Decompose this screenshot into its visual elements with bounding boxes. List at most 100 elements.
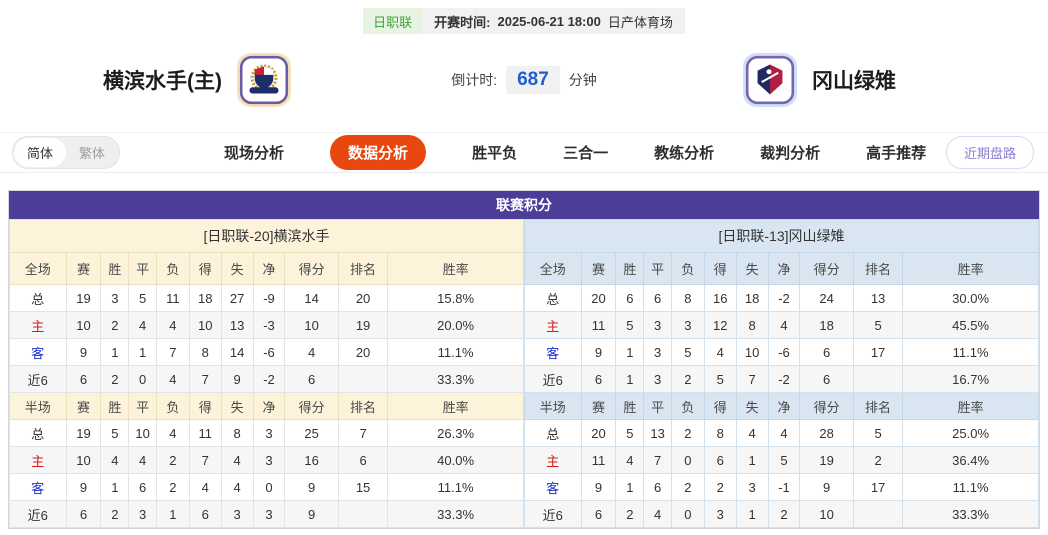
table-cell: 3 (128, 500, 157, 528)
table-cell: 6 (580, 500, 617, 528)
table-cell: 6 (128, 473, 157, 501)
table-cell: 客 (524, 473, 582, 501)
table-cell: 15 (337, 473, 389, 501)
table-cell: 19 (65, 419, 102, 447)
table-cell: 7 (188, 365, 222, 393)
tab-expert-picks[interactable]: 高手推荐 (866, 145, 927, 162)
table-cell: 3 (220, 500, 254, 528)
table-cell: 主 (9, 311, 67, 339)
table-cell: 8 (188, 338, 222, 366)
table-cell: 3 (100, 284, 130, 312)
tab-coach-analysis[interactable]: 教练分析 (654, 145, 715, 162)
column-header: 胜率 (387, 392, 524, 420)
table-cell: 2 (703, 473, 737, 501)
tab-data-analysis[interactable]: 数据分析 (330, 135, 427, 170)
tab-live-analysis[interactable]: 现场分析 (224, 145, 285, 162)
table-cell: -1 (767, 473, 801, 501)
tab-win-draw-lose[interactable]: 胜平负 (472, 145, 518, 162)
table-cell: 总 (524, 419, 582, 447)
table-row: 客 9 1 3 5 4 10 -6 6 17 11.1% (524, 338, 1039, 366)
column-header: 赛 (65, 252, 102, 285)
table-row: 近6 6 2 3 1 6 3 3 9 33.3% (9, 500, 524, 528)
table-cell: 11.1% (387, 338, 524, 366)
table-cell: 5 (703, 365, 737, 393)
table-cell: 5 (767, 446, 801, 474)
table-cell: 2 (155, 473, 190, 501)
table-cell: 6 (643, 473, 672, 501)
column-header: 得分 (799, 252, 854, 285)
table-cell: 14 (220, 338, 254, 366)
table-cell: 27 (220, 284, 254, 312)
table-cell: -9 (252, 284, 286, 312)
table-cell: 近6 (9, 500, 67, 528)
column-header: 全场 (524, 252, 582, 285)
table-cell: 客 (524, 338, 582, 366)
away-team-logo-icon (743, 53, 797, 107)
column-header: 得分 (284, 392, 339, 420)
column-header: 半场 (9, 392, 67, 420)
table-cell: 4 (155, 365, 190, 393)
table-cell: 12 (703, 311, 737, 339)
table-cell: 15.8% (387, 284, 524, 312)
table-cell: -6 (252, 338, 286, 366)
kickoff-time: 2025-06-21 18:00 (497, 13, 601, 29)
table-cell: 30.0% (902, 284, 1039, 312)
table-cell: 9 (284, 500, 339, 528)
kickoff-info: 开赛时间: 2025-06-21 18:00 日产体育场 (422, 8, 685, 34)
league-points-board: 联赛积分 [日职联-20]横滨水手 全场赛胜平负得失净得分 排名 胜率 总 19 3 5 1… (8, 190, 1040, 529)
table-cell: 3 (643, 311, 672, 339)
table-cell: 5 (852, 419, 904, 447)
away-table-title: [日职联-13]冈山绿雉 (524, 219, 1039, 253)
table-cell: 4 (615, 446, 645, 474)
column-header: 负 (155, 392, 190, 420)
column-header: 得 (188, 252, 222, 285)
table-cell: 18 (799, 311, 854, 339)
away-full-rows: 总 20 6 6 8 16 18 -2 24 13 30.0% 主 11 5 3 3 12 8 4 18 5 45.5% 客… (524, 284, 1039, 393)
home-team-name: 横滨水手(主) (103, 70, 222, 93)
tab-three-in-one[interactable]: 三合一 (563, 145, 609, 162)
table-cell: 20 (337, 284, 389, 312)
countdown: 倒计时: 687 分钟 (451, 40, 597, 120)
column-header: 胜 (615, 252, 645, 285)
table-row: 主 11 5 3 3 12 8 4 18 5 45.5% (524, 311, 1039, 339)
table-cell: 10 (735, 338, 769, 366)
table-cell: 5 (615, 419, 645, 447)
table-cell: 17 (852, 338, 904, 366)
lang-traditional[interactable]: 繁体 (79, 146, 106, 161)
column-header: 净 (767, 252, 801, 285)
table-row: 主 10 2 4 4 10 13 -3 10 19 20.0% (9, 311, 524, 339)
table-cell: 3 (252, 500, 286, 528)
table-cell: 4 (155, 419, 190, 447)
column-header: 负 (155, 252, 190, 285)
column-header: 得分 (799, 392, 854, 420)
table-cell: 19 (799, 446, 854, 474)
table-cell: 9 (580, 473, 617, 501)
column-header: 失 (735, 392, 769, 420)
lang-simplified[interactable]: 简体 (14, 138, 67, 167)
table-cell: 10 (65, 446, 102, 474)
table-cell: 14 (284, 284, 339, 312)
table-cell: 33.3% (387, 500, 524, 528)
table-cell (337, 365, 389, 393)
recent-odds-button[interactable]: 近期盘路 (945, 136, 1034, 169)
lang-toggle[interactable]: 简体 繁体 (12, 136, 121, 169)
kickoff-label: 开赛时间: (434, 14, 491, 30)
table-cell: 2 (670, 365, 705, 393)
table-cell: 1 (615, 365, 645, 393)
table-cell: 主 (524, 446, 582, 474)
table-cell: 13 (643, 419, 672, 447)
table-cell: -2 (767, 284, 801, 312)
away-team-table: [日职联-13]冈山绿雉 全场赛胜平负得失净得分 排名 胜率 总 20 6 6 8 16 18-… (524, 219, 1039, 528)
table-cell: 7 (155, 338, 190, 366)
table-cell: 4 (767, 419, 801, 447)
table-cell: 45.5% (902, 311, 1039, 339)
table-row: 总 19 3 5 11 18 27 -9 14 20 15.8% (9, 284, 524, 312)
table-row: 客 9 1 6 2 2 3 -1 9 17 11.1% (524, 473, 1039, 501)
tab-referee-analysis[interactable]: 裁判分析 (760, 145, 821, 162)
table-cell: 7 (337, 419, 389, 447)
column-header: 半场 (524, 392, 582, 420)
table-cell: 20.0% (387, 311, 524, 339)
away-table-header: [日职联-13]冈山绿雉 (524, 219, 1039, 253)
column-header: 排名 (337, 252, 389, 285)
column-header: 胜率 (902, 392, 1039, 420)
